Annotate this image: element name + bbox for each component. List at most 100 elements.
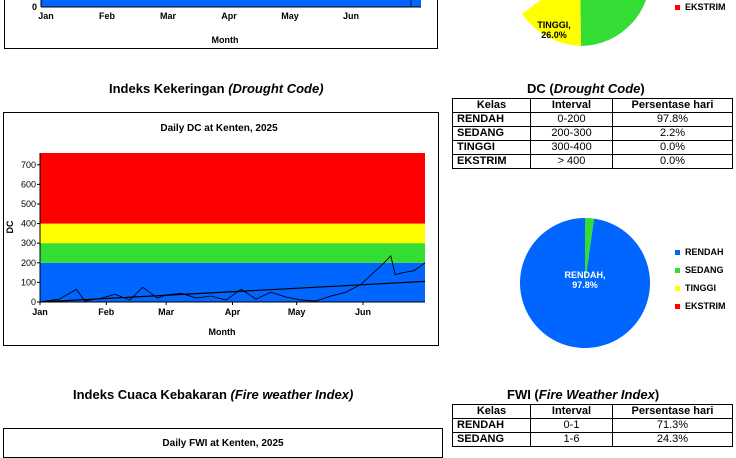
top-chart-rendah-band [41, 0, 421, 7]
dc-trend-line [39, 280, 426, 303]
dc-pie-slice-rendah [520, 218, 651, 348]
dc-th-interval: Interval [530, 98, 613, 113]
fwi-cell-kelas: RENDAH [452, 418, 531, 433]
top-chart-xlabel: Month [212, 35, 239, 45]
dc-cell-interval: 200-300 [530, 126, 613, 141]
dc-pie-slice-sedang [585, 218, 594, 283]
dc-daily-line [39, 254, 426, 303]
fwi-table-header: Kelas Interval Persentase hari [452, 404, 733, 419]
dc-cell-kelas: RENDAH [452, 112, 531, 127]
dc-cell-interval: 0-200 [530, 112, 613, 127]
dc-th-kelas: Kelas [452, 98, 531, 113]
top-chart-xtick-jun: Jun [343, 11, 359, 21]
dc-ytick-100: 100 [21, 277, 36, 287]
dc-ytick-200: 200 [21, 258, 36, 268]
dc-chart-ylabel: DC [5, 220, 15, 233]
top-pie-tinggi-slice [522, 0, 581, 46]
legend-ekstrim-swatch [675, 4, 680, 10]
fwi-chart-title: Daily FWI at Kenten, 2025 [162, 438, 284, 449]
dc-chart-xlabel: Month [209, 327, 236, 337]
dc-band-tinggi [40, 223, 425, 244]
dc-cell-kelas: TINGGI [452, 140, 531, 155]
dc-cell-kelas: EKSTRIM [452, 154, 531, 169]
dc-chart-title: Daily DC at Kenten, 2025 [160, 123, 278, 134]
dc-legend-rendah: RENDAH [685, 247, 724, 257]
dc-cell-interval: 300-400 [530, 140, 613, 155]
dc-band-ekstrim [40, 153, 425, 224]
dc-table-header: Kelas Interval Persentase hari [452, 98, 733, 113]
dc-ytick-0: 0 [31, 297, 36, 307]
fwi-table-title: FWI (Fire Weather Index) [507, 387, 659, 402]
table-row: RENDAH 0-200 97.8% [452, 112, 733, 127]
fwi-cell-interval: 0-1 [530, 418, 613, 433]
fwi-title-plain: Indeks Cuaca Kebakaran [73, 387, 231, 402]
legend-tinggi-swatch [675, 285, 680, 291]
dc-ytick-500: 500 [21, 199, 36, 209]
dc-band-sedang [40, 243, 425, 263]
top-pie-svg: TINGGI, 26.0% [522, 0, 646, 46]
dc-table-title-italic: Drought Code [553, 81, 641, 96]
legend-rendah-swatch [675, 249, 680, 255]
top-chart-svg: 0 Jan Feb Mar Apr May Jun Month [32, 0, 421, 45]
table-row: EKSTRIM > 400 0.0% [452, 154, 733, 169]
dc-title-italic: (Drought Code) [228, 81, 324, 96]
dc-xtick-feb: Feb [98, 307, 115, 317]
dc-xtick-mar: Mar [158, 307, 175, 317]
dc-chart-svg: Daily DC at Kenten, 2025 0 100 200 300 400 50… [5, 123, 426, 337]
fwi-section-title: Indeks Cuaca Kebakaran (Fire weather Ind… [73, 387, 353, 402]
dc-ytick-700: 700 [21, 160, 36, 170]
dc-pie-svg: RENDAH, 97.8% [520, 218, 651, 348]
top-chart-xtick-apr: Apr [221, 11, 237, 21]
dc-legend-ekstrim: EKSTRIM [685, 301, 726, 311]
fwi-table-title-italic: Fire Weather Index [538, 387, 655, 402]
fwi-table-title-close: ) [654, 387, 660, 402]
dc-table: Kelas Interval Persentase hari RENDAH 0-… [452, 98, 733, 169]
fwi-chart-frame: Daily FWI at Kenten, 2025 [3, 428, 443, 458]
fwi-table: Kelas Interval Persentase hari RENDAH 0-… [452, 404, 733, 447]
dc-cell-persentase: 2.2% [612, 126, 733, 141]
dc-band-rendah [40, 262, 425, 302]
dc-xtick-jan: Jan [32, 307, 48, 317]
dc-chart-frame: Daily DC at Kenten, 2025 0 100 200 300 400 50… [3, 112, 439, 346]
dc-legend-tinggi: TINGGI [685, 283, 716, 293]
top-pie-sedang-slice [580, 0, 646, 46]
top-legend: EKSTRIM [675, 0, 726, 14]
dc-cell-persentase: 0.0% [612, 154, 733, 169]
top-pie-tinggi-label: TINGGI, [537, 20, 571, 30]
dc-ytick-400: 400 [21, 219, 36, 229]
table-row: RENDAH 0-1 71.3% [452, 418, 733, 433]
top-pie-tinggi-pct: 26.0% [541, 30, 567, 40]
dc-cell-persentase: 97.8% [612, 112, 733, 127]
dc-cell-interval: > 400 [530, 154, 613, 169]
dc-cell-persentase: 0.0% [612, 140, 733, 155]
dc-ytick-300: 300 [21, 238, 36, 248]
fwi-cell-interval: 1-6 [530, 432, 613, 447]
fwi-cell-kelas: SEDANG [452, 432, 531, 447]
dc-pie-rendah-label: RENDAH, [564, 270, 605, 280]
top-chart-xtick-jan: Jan [38, 11, 54, 21]
dc-cell-kelas: SEDANG [452, 126, 531, 141]
dc-xtick-apr: Apr [225, 307, 241, 317]
top-chart-xtick-may: May [281, 11, 299, 21]
dc-table-title: DC (Drought Code) [527, 81, 645, 96]
dc-title-plain: Indeks Kekeringan [109, 81, 229, 96]
dc-th-persentase: Persentase hari [612, 98, 733, 113]
fwi-table-title-plain: FWI ( [507, 387, 539, 402]
table-row: SEDANG 200-300 2.2% [452, 126, 733, 141]
dc-section-title: Indeks Kekeringan (Drought Code) [109, 81, 324, 96]
top-chart-xtick-mar: Mar [160, 11, 177, 21]
dc-xtick-jun: Jun [355, 307, 371, 317]
legend-sedang-swatch [675, 267, 680, 273]
fwi-th-persentase: Persentase hari [612, 404, 733, 419]
top-chart-ytick-0: 0 [32, 2, 37, 12]
fwi-th-kelas: Kelas [452, 404, 531, 419]
fwi-cell-persentase: 71.3% [612, 418, 733, 433]
dc-xtick-may: May [288, 307, 306, 317]
table-row: TINGGI 300-400 0.0% [452, 140, 733, 155]
dc-pie-legend: RENDAH SEDANG TINGGI EKSTRIM [675, 243, 726, 315]
fwi-title-italic: (Fire weather Index) [230, 387, 354, 402]
top-legend-ekstrim: EKSTRIM [685, 2, 726, 12]
top-chart-xtick-feb: Feb [99, 11, 116, 21]
fwi-th-interval: Interval [530, 404, 613, 419]
fwi-cell-persentase: 24.3% [612, 432, 733, 447]
